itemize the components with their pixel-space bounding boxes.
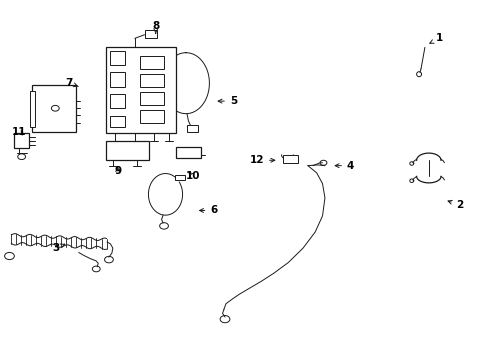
Bar (282, 155, 298, 163)
Bar (140, 56, 163, 69)
Bar (110, 94, 125, 108)
Text: 6: 6 (199, 206, 217, 216)
Bar (30, 91, 35, 127)
Text: 5: 5 (218, 96, 237, 106)
Bar (32, 85, 76, 132)
FancyBboxPatch shape (186, 125, 197, 132)
Text: 4: 4 (334, 161, 353, 171)
Text: 11: 11 (12, 127, 26, 136)
Bar (140, 92, 163, 105)
Bar (144, 31, 157, 39)
Text: 10: 10 (185, 171, 200, 181)
Bar (110, 116, 125, 127)
Bar (140, 74, 163, 87)
FancyBboxPatch shape (175, 175, 184, 180)
Bar (140, 110, 163, 123)
Text: 9: 9 (114, 166, 121, 176)
Text: 7: 7 (65, 78, 78, 88)
Bar (14, 134, 29, 148)
Bar (105, 47, 176, 134)
Bar (105, 140, 149, 160)
Bar (176, 147, 200, 158)
Text: 1: 1 (429, 33, 443, 43)
Bar (110, 51, 125, 65)
Text: 2: 2 (447, 200, 463, 210)
Text: 3: 3 (52, 243, 64, 253)
Text: 8: 8 (152, 21, 159, 33)
Bar (110, 72, 125, 87)
Text: 12: 12 (249, 155, 274, 165)
